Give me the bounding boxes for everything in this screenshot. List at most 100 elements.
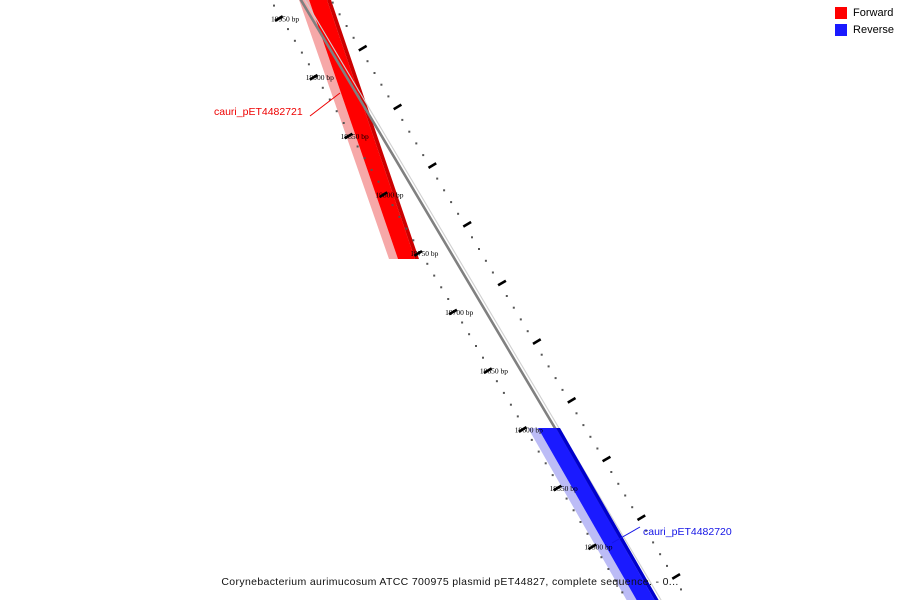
axis-tick-label: 19700 bp [445, 308, 473, 317]
feature-glyph-forward[interactable] [297, 0, 419, 259]
axis-minor-tick [561, 388, 564, 391]
axis-major-tick [532, 338, 542, 346]
axis-minor-tick [621, 591, 624, 594]
axis-minor-tick [502, 391, 505, 394]
axis-major-tick [448, 308, 458, 316]
axis-major-tick [636, 514, 646, 522]
axis-minor-tick [363, 157, 366, 160]
axis-tick-label: 19850 bp [341, 132, 369, 141]
axis-major-tick [518, 425, 528, 433]
axis-major-tick [427, 162, 437, 170]
axis-major-tick [567, 396, 577, 404]
feature-forward-highlight-edge [299, 0, 398, 259]
axis-minor-tick [440, 286, 443, 289]
axis-minor-tick [495, 380, 498, 383]
axis-tick-label: 19650 bp [480, 367, 508, 376]
feature-reverse-leader-line [611, 526, 641, 544]
axis-tick-label: 19750 bp [410, 249, 438, 258]
axis-tick-label: 19600 bp [515, 425, 543, 434]
axis-major-tick [274, 15, 284, 23]
color-swatch-icon-forward [835, 6, 848, 19]
axis-minor-tick [405, 227, 408, 230]
axis-major-tick [483, 367, 493, 375]
axis-minor-tick [408, 130, 411, 133]
axis-minor-tick [652, 541, 655, 544]
axis-major-tick [378, 191, 388, 199]
legend-item-forward[interactable]: Forward [835, 6, 894, 19]
axis-minor-tick [589, 435, 592, 438]
axis-minor-tick [551, 474, 554, 477]
axis-minor-tick [554, 377, 557, 380]
axis-minor-tick [398, 215, 401, 218]
axis-minor-tick [273, 4, 275, 7]
feature-label-forward[interactable]: cauri_pET4482721 [214, 106, 303, 118]
feature-label-reverse[interactable]: cauri_pET4482720 [643, 526, 732, 538]
axis-minor-tick [373, 72, 376, 74]
axis-minor-tick [422, 154, 425, 157]
axis-minor-tick [505, 295, 508, 297]
legend-item-reverse[interactable]: Reverse [835, 23, 894, 36]
axis-minor-tick [579, 521, 582, 523]
axis-major-tick [552, 484, 562, 492]
axis-major-tick [413, 249, 423, 257]
axis-minor-tick [335, 110, 338, 113]
axis-minor-tick [391, 204, 394, 207]
axis-minor-tick [607, 568, 610, 570]
axis-minor-tick [610, 471, 613, 473]
axis-minor-tick [600, 556, 603, 559]
axis-minor-tick [614, 579, 617, 582]
axis-minor-tick [293, 39, 296, 42]
axis-minor-tick [617, 482, 620, 485]
axis-major-tick [462, 220, 472, 228]
axis-minor-tick [540, 353, 543, 356]
sequence-caption: Corynebacterium aurimucosum ATCC 700975 … [221, 576, 679, 588]
axis-minor-tick [307, 63, 310, 66]
axis-minor-tick [491, 271, 494, 274]
axis-minor-tick [457, 212, 460, 215]
axis-minor-tick [447, 298, 450, 300]
axis-minor-tick [415, 142, 418, 145]
axis-minor-tick [345, 25, 348, 27]
axis-minor-tick [471, 236, 473, 239]
axis-major-tick [497, 279, 507, 287]
axis-minor-tick [596, 447, 599, 450]
feature-forward-leader-line [309, 92, 341, 117]
axis-minor-tick [450, 201, 453, 204]
axis-minor-tick [436, 177, 439, 180]
legend-label-forward: Forward [853, 6, 894, 19]
axis-major-tick [343, 132, 354, 140]
legend-label-reverse: Reverse [853, 23, 894, 36]
feature-glyph-reverse[interactable] [528, 428, 662, 600]
axis-minor-tick [468, 333, 471, 336]
feature-reverse-body [538, 428, 655, 600]
axis-minor-tick [666, 564, 668, 567]
axis-minor-tick [659, 553, 662, 556]
axis-minor-tick [352, 36, 355, 39]
axis-minor-tick [572, 509, 575, 512]
axis-minor-tick [287, 28, 289, 31]
axis-tick-group [273, 1, 682, 594]
axis-major-tick [309, 73, 319, 81]
axis-tick-label-group: 19950 bp 19900 bp 19850 bp 19800 bp 19750 bp… [271, 15, 613, 552]
axis-minor-tick [370, 168, 373, 171]
feature-reverse-shadow-edge [556, 428, 659, 600]
axis-minor-tick [443, 189, 446, 192]
axis-minor-tick [356, 145, 359, 148]
axis-minor-tick [575, 412, 578, 415]
feature-forward-shadow-edge [327, 0, 419, 259]
axis-minor-tick [482, 356, 484, 359]
axis-minor-tick [530, 438, 533, 441]
axis-minor-tick [547, 365, 550, 368]
axis-minor-tick [433, 274, 436, 277]
axis-minor-tick [631, 506, 634, 509]
feature-forward-body [309, 0, 415, 259]
axis-minor-tick [645, 529, 648, 532]
axis-minor-tick [377, 180, 380, 183]
axis-major-tick [393, 103, 403, 111]
axis-minor-tick [426, 262, 429, 265]
axis-major-tick [671, 572, 681, 580]
axis-minor-tick [342, 122, 345, 124]
axis-minor-tick [401, 118, 404, 121]
